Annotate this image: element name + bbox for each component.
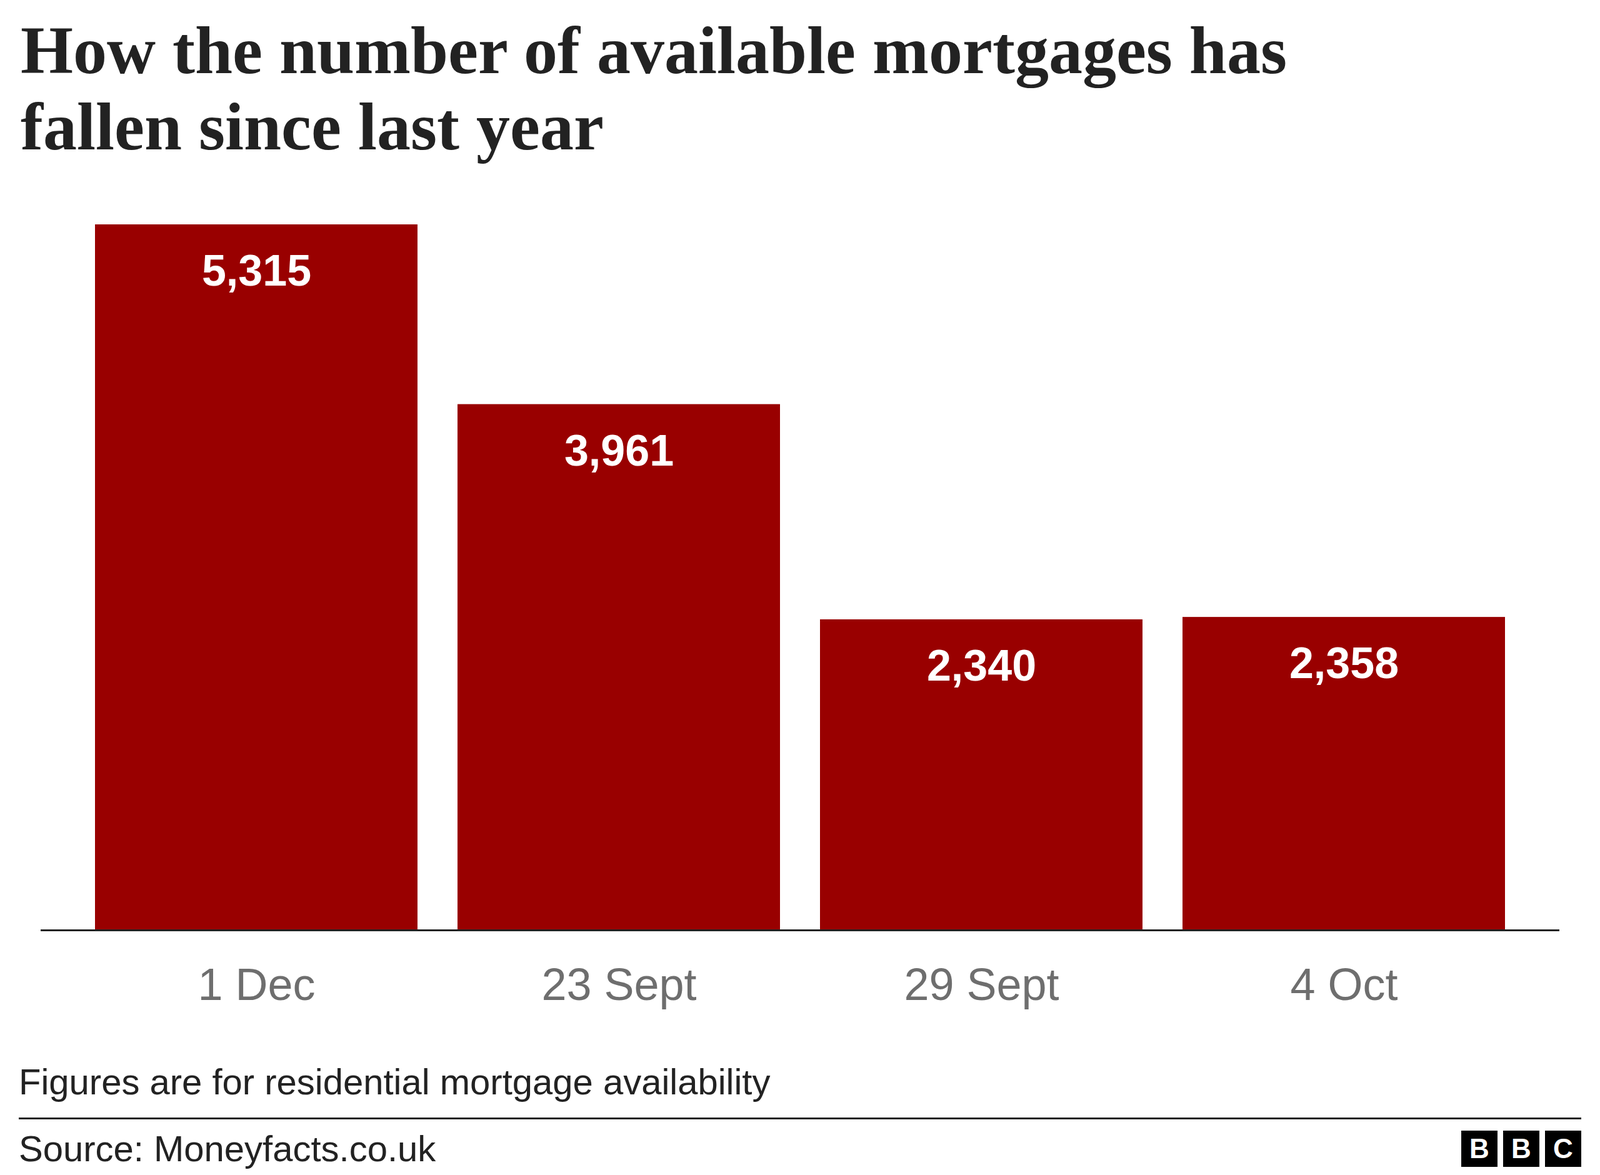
html-text:Source: Moneyfacts.co.uk: Source: Moneyfacts.co.uk [18,1128,436,1169]
svg-text:5,315: 5,315 [201,246,312,295]
svg-text:1 Dec: 1 Dec [197,959,315,1010]
svg-text:2,358: 2,358 [1289,638,1399,688]
html-text:How the number of available mo: How the number of available mortgages ha… [20,13,1287,164]
svg-text:23 Sept: 23 Sept [541,959,697,1010]
html-text:C: C [1553,1133,1574,1164]
html-text:Figures are for residential mo: Figures are for residential mortgage ava… [18,1061,771,1102]
svg-text:2,340: 2,340 [926,641,1037,690]
html-text:B: B [1511,1133,1532,1164]
svg-text:4 Oct: 4 Oct [1290,959,1398,1010]
svg-text:29 Sept: 29 Sept [903,959,1059,1010]
html-text:B: B [1469,1133,1490,1164]
svg-text:3,961: 3,961 [564,426,674,475]
